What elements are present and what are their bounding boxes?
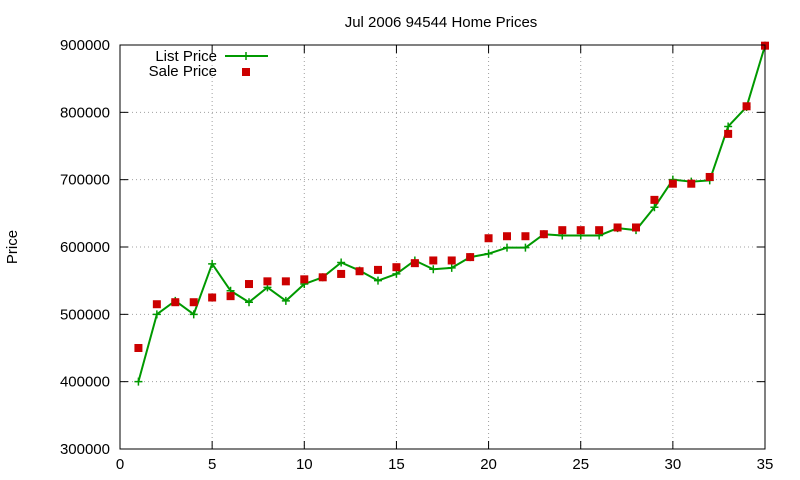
sale-price-point bbox=[558, 226, 567, 235]
sale-price-point bbox=[724, 129, 733, 138]
sale-price-point bbox=[263, 277, 272, 286]
list-price-point bbox=[152, 310, 161, 319]
list-price-line bbox=[137, 45, 766, 382]
y-tick-label: 700000 bbox=[60, 172, 110, 189]
sale-price-point bbox=[668, 179, 677, 188]
sale-price-point bbox=[189, 298, 198, 307]
gridlines bbox=[120, 45, 765, 449]
list-price-point bbox=[650, 203, 659, 212]
x-tick-label: 5 bbox=[208, 456, 216, 473]
list-price-series bbox=[134, 41, 769, 386]
y-tick-label: 800000 bbox=[60, 104, 110, 121]
y-tick-label: 300000 bbox=[60, 441, 110, 458]
legend-plus-marker bbox=[242, 52, 250, 60]
sale-price-point bbox=[742, 102, 751, 111]
list-price-point bbox=[503, 243, 511, 252]
legend-marker-sale-price bbox=[242, 68, 250, 76]
sale-price-point bbox=[447, 256, 456, 265]
x-tick-label: 30 bbox=[665, 456, 682, 473]
legend-label-list-price: List Price bbox=[155, 48, 217, 65]
sale-price-point bbox=[392, 263, 401, 272]
y-tick-label: 900000 bbox=[60, 37, 110, 54]
x-tick-label: 20 bbox=[480, 456, 497, 473]
legend-label-sale-price: Sale Price bbox=[149, 63, 217, 80]
sale-price-point bbox=[484, 234, 493, 243]
sale-price-point bbox=[521, 232, 530, 241]
sale-price-series bbox=[134, 41, 769, 352]
plot-frame bbox=[119, 44, 766, 450]
sale-price-point bbox=[576, 226, 585, 235]
legend-marker-list-price bbox=[242, 52, 250, 60]
list-price-point bbox=[208, 259, 217, 268]
sale-price-point bbox=[355, 267, 364, 276]
legend: List Price Sale Price bbox=[149, 48, 268, 80]
sale-price-point bbox=[705, 172, 714, 181]
sale-price-point bbox=[171, 298, 180, 307]
y-axis-label: Price bbox=[4, 230, 21, 264]
sale-price-point bbox=[300, 275, 309, 284]
sale-price-point bbox=[134, 344, 143, 352]
sale-price-point bbox=[687, 179, 696, 188]
sale-price-point bbox=[539, 230, 548, 239]
sale-price-point bbox=[337, 269, 346, 278]
sale-price-point bbox=[208, 293, 217, 302]
list-price-point bbox=[484, 249, 493, 258]
list-price-point bbox=[724, 122, 733, 131]
tick-labels: 300000 400000 500000 600000 700000 800000 9000… bbox=[60, 37, 773, 473]
list-price-point bbox=[429, 265, 438, 274]
list-price-point bbox=[447, 263, 456, 272]
sale-price-point bbox=[374, 265, 382, 274]
x-tick-label: 15 bbox=[388, 456, 405, 473]
sale-price-point bbox=[650, 195, 659, 204]
sale-price-point bbox=[429, 256, 438, 265]
list-price-point bbox=[374, 276, 382, 285]
sale-price-point bbox=[613, 223, 622, 232]
list-price-point bbox=[337, 258, 346, 267]
x-tick-label: 35 bbox=[757, 456, 774, 473]
y-tick-label: 500000 bbox=[60, 306, 110, 323]
sale-price-point bbox=[410, 259, 419, 268]
list-price-point bbox=[189, 310, 198, 319]
sale-price-point bbox=[632, 223, 640, 232]
sale-price-point bbox=[245, 280, 253, 289]
sale-price-point bbox=[318, 273, 327, 282]
y-tick-label: 400000 bbox=[60, 374, 110, 391]
chart-title: Jul 2006 94544 Home Prices bbox=[345, 14, 538, 31]
list-price-point bbox=[134, 377, 143, 386]
list-price-point bbox=[392, 269, 401, 278]
x-tick-label: 25 bbox=[572, 456, 589, 473]
y-tick-label: 600000 bbox=[60, 239, 110, 256]
sale-price-point bbox=[503, 232, 511, 241]
sale-price-point bbox=[226, 292, 235, 301]
list-price-point bbox=[521, 243, 530, 252]
x-tick-label: 0 bbox=[116, 456, 124, 473]
sale-price-point bbox=[281, 277, 290, 286]
list-price-point bbox=[281, 296, 290, 305]
sale-price-point bbox=[595, 226, 604, 235]
sale-price-point bbox=[152, 300, 161, 309]
list-price-point bbox=[245, 298, 253, 307]
sale-price-point bbox=[466, 253, 475, 262]
x-tick-label: 10 bbox=[296, 456, 313, 473]
